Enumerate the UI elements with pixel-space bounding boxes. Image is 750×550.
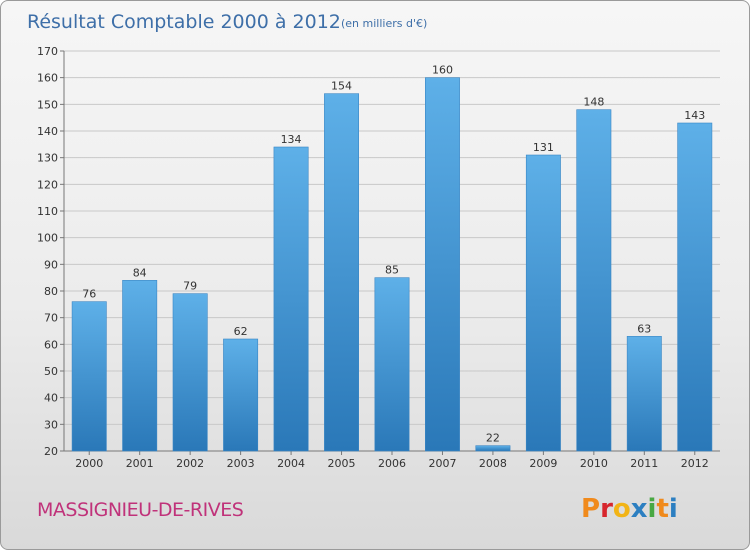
logo-letter: o: [613, 494, 631, 524]
bar-2005: [324, 93, 359, 452]
chart-subtitle: (en milliers d'€): [341, 17, 427, 30]
y-tick-label: 70: [44, 312, 58, 325]
y-tick-label: 60: [44, 338, 58, 351]
y-tick-label: 150: [37, 98, 58, 111]
logo-letter: i: [648, 494, 657, 524]
x-tick-label: 2000: [75, 457, 103, 470]
bar-2008: [475, 445, 511, 452]
x-tick-label: 2007: [428, 457, 456, 470]
y-tick-label: 80: [44, 285, 58, 298]
bar-2003: [223, 338, 259, 452]
y-tick-label: 160: [37, 72, 58, 85]
data-label: 79: [183, 280, 197, 293]
bar-2010: [576, 109, 612, 452]
data-label: 154: [331, 80, 352, 93]
data-label: 160: [432, 64, 453, 77]
logo-letter: x: [631, 494, 648, 524]
y-tick-label: 100: [37, 232, 58, 245]
y-tick-label: 90: [44, 258, 58, 271]
x-tick-label: 2001: [126, 457, 154, 470]
data-label: 148: [583, 96, 604, 109]
bar-2011: [626, 336, 662, 452]
data-label: 131: [533, 141, 554, 154]
logo-letter: r: [600, 494, 613, 524]
bar-2006: [374, 277, 410, 452]
x-tick-label: 2009: [529, 457, 557, 470]
x-tick-label: 2011: [630, 457, 658, 470]
x-tick-label: 2012: [681, 457, 709, 470]
data-label: 62: [234, 325, 248, 338]
bar-2002: [172, 293, 208, 452]
proxiti-logo: Proxiti: [581, 494, 678, 524]
data-label: 22: [486, 432, 500, 445]
data-label: 134: [281, 133, 302, 146]
x-tick-label: 2004: [277, 457, 305, 470]
data-label: 143: [684, 109, 705, 122]
y-tick-label: 50: [44, 365, 58, 378]
bar-2001: [122, 280, 158, 452]
x-tick-label: 2003: [227, 457, 255, 470]
y-tick-label: 130: [37, 152, 58, 165]
bar-2000: [71, 301, 107, 452]
y-tick-label: 40: [44, 392, 58, 405]
bar-2007: [425, 77, 460, 452]
y-tick-label: 170: [37, 45, 58, 58]
commune-name: MASSIGNIEU-DE-RIVES: [37, 499, 243, 521]
data-label: 84: [133, 266, 147, 279]
data-labels: 76 84 79 62 134 154 85 160 22 131 148 63 143: [82, 64, 705, 445]
y-tick-label: 120: [37, 178, 58, 191]
x-tick-label: 2005: [328, 457, 356, 470]
logo-letter: t: [656, 494, 668, 524]
x-tick-label: 2008: [479, 457, 507, 470]
x-tick-label: 2002: [176, 457, 204, 470]
data-label: 76: [82, 288, 96, 301]
y-tick-label: 140: [37, 125, 58, 138]
data-label: 85: [385, 264, 399, 277]
data-label: 63: [637, 322, 651, 335]
logo-letter: P: [581, 494, 600, 524]
y-tick-label: 20: [44, 445, 58, 458]
logo-letter: i: [669, 494, 678, 524]
chart-title: Résultat Comptable 2000 à 2012: [27, 11, 341, 33]
bar-2012: [677, 122, 713, 452]
x-tick-label: 2010: [580, 457, 608, 470]
y-tick-label: 110: [37, 205, 58, 218]
bars: [71, 77, 713, 452]
bar-2009: [525, 154, 561, 452]
y-tick-label: 30: [44, 418, 58, 431]
bar-2004: [273, 146, 309, 452]
x-tick-label: 2006: [378, 457, 406, 470]
